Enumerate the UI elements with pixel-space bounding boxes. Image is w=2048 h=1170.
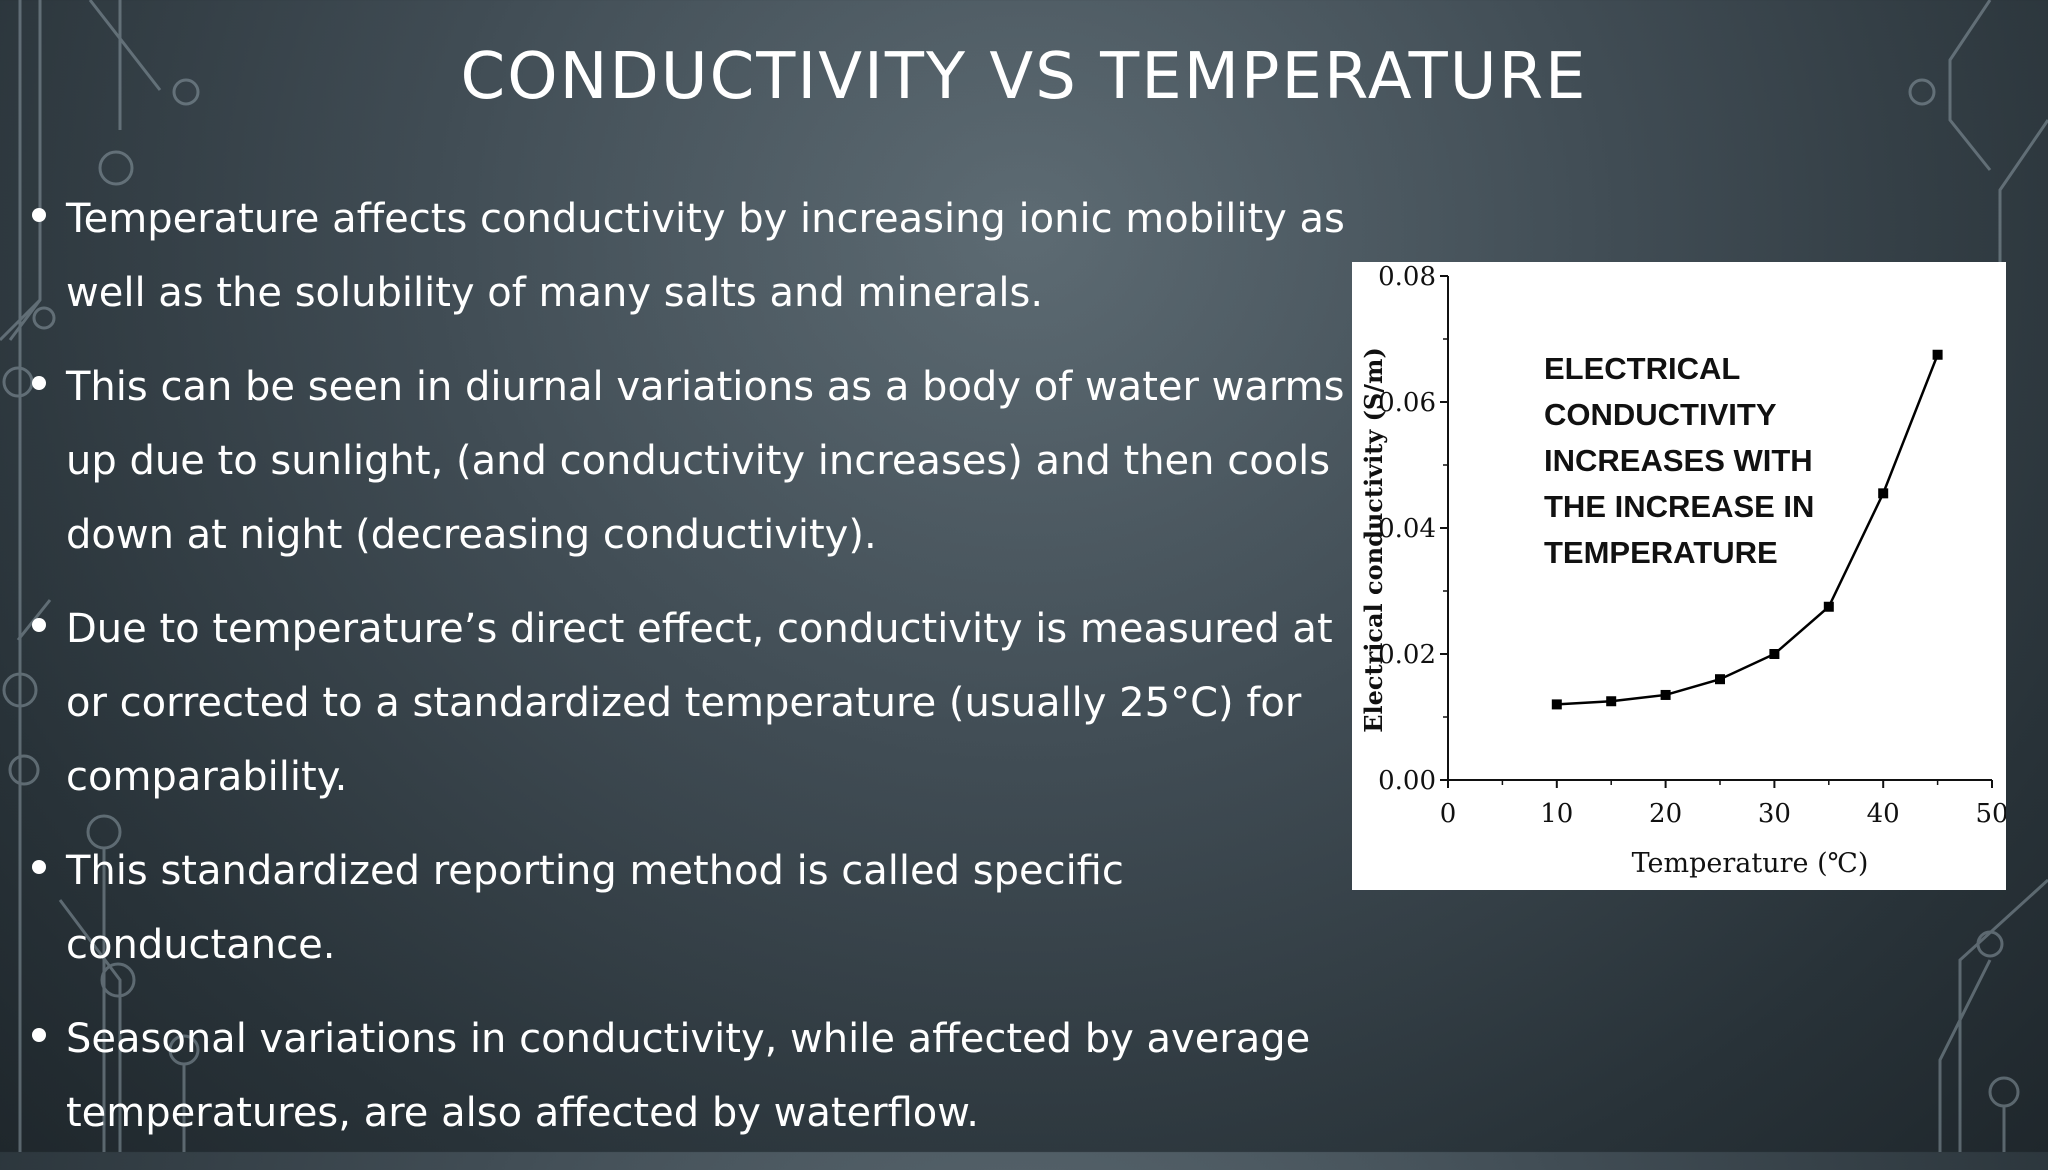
x-tick-label: 10 [1540,799,1573,829]
series-line [1556,354,1939,706]
bullet-text: Temperature affects conductivity by incr… [66,196,1345,316]
x-axis-label: Temperature (℃) [1632,848,1869,879]
bullet-item: This standardized reporting method is ca… [30,834,1360,982]
data-point [1606,696,1617,707]
data-point [1715,674,1725,685]
x-tick-label: 30 [1758,799,1791,829]
y-tick-label: 0.04 [1378,514,1436,544]
bullet-list: Temperature affects conductivity by incr… [30,182,1360,1170]
bullet-text: This standardized reporting method is ca… [66,848,1124,968]
y-tick-label: 0.08 [1378,262,1436,292]
x-tick-label: 50 [1975,799,2006,829]
bullet-dot-icon [32,376,46,390]
bullet-dot-icon [32,860,46,874]
y-tick-label: 0.02 [1378,640,1436,670]
bullet-text: Seasonal variations in conductivity, whi… [66,1016,1311,1136]
x-tick-label: 0 [1440,799,1457,829]
bullet-text: This can be seen in diurnal variations a… [66,364,1345,558]
x-tick-label: 20 [1649,799,1682,829]
bullet-dot-icon [32,208,46,222]
conductivity-chart: 0.00 0.02 0.04 0.06 0.08 0 10 20 30 40 50 Temperatu… [1359,262,2006,879]
bullet-item: Temperature affects conductivity by incr… [30,182,1360,330]
bullet-dot-icon [32,1028,46,1042]
bullet-text: Due to temperature’s direct effect, cond… [66,606,1333,800]
data-point [1551,699,1562,710]
y-tick-label: 0.00 [1378,766,1436,796]
data-point [1878,488,1889,499]
bullet-item: Seasonal variations in conductivity, whi… [30,1002,1360,1150]
bullet-dot-icon [32,618,46,632]
y-tick-label: 0.06 [1378,388,1436,418]
chart-panel: 0.00 0.02 0.04 0.06 0.08 0 10 20 30 40 50 Temperatu… [1352,262,2006,890]
data-point [1660,689,1671,700]
bullet-item: This can be seen in diurnal variations a… [30,350,1360,572]
x-tick-label: 40 [1867,799,1900,829]
data-point [1823,601,1834,612]
bullet-item: Due to temperature’s direct effect, cond… [30,592,1360,814]
data-point [1932,349,1943,360]
y-axis-label: Electrical conductivity (S/m) [1359,347,1388,733]
slide-title: CONDUCTIVITY VS TEMPERATURE [460,40,1588,114]
chart-annotation: ELECTRICAL CONDUCTIVITY INCREASES WITH T… [1544,351,1815,570]
data-point [1769,649,1780,659]
